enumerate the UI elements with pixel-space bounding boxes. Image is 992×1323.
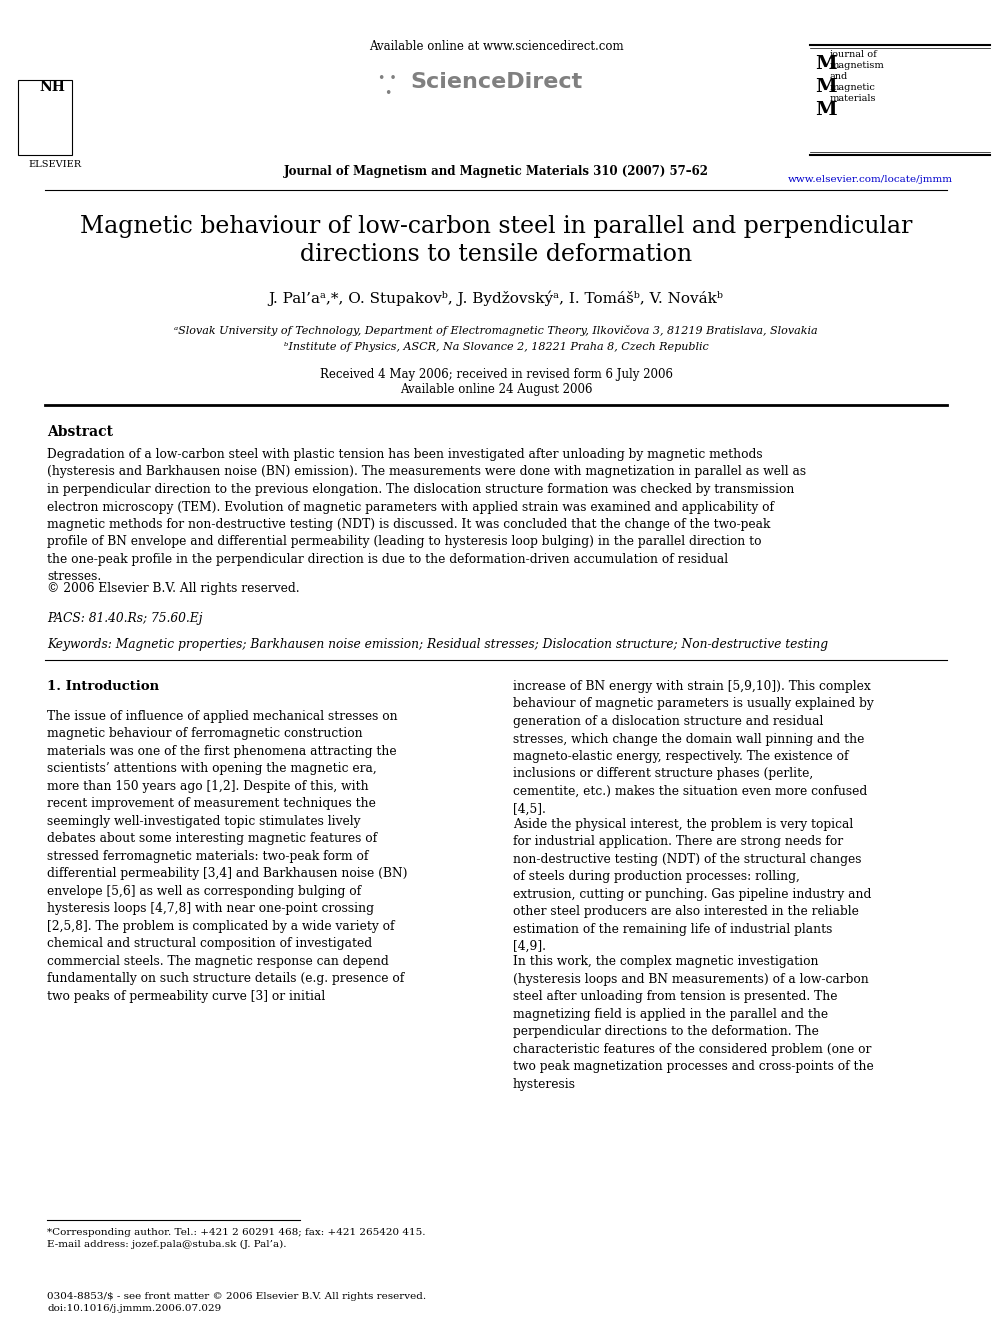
Text: increase of BN energy with strain [5,9,10]). This complex
behaviour of magnetic : increase of BN energy with strain [5,9,1…: [513, 680, 874, 815]
Text: Aside the physical interest, the problem is very topical
for industrial applicat: Aside the physical interest, the problem…: [513, 818, 871, 953]
Text: *Corresponding author. Tel.: +421 2 60291 468; fax: +421 265420 415.
E-mail addr: *Corresponding author. Tel.: +421 2 6029…: [47, 1228, 426, 1249]
Text: • •
 •: • • •: [378, 71, 396, 101]
Text: ELSEVIER: ELSEVIER: [29, 160, 81, 169]
Text: 0304-8853/$ - see front matter © 2006 Elsevier B.V. All rights reserved.
doi:10.: 0304-8853/$ - see front matter © 2006 El…: [47, 1293, 427, 1312]
Text: PACS: 81.40.Rs; 75.60.Ej: PACS: 81.40.Rs; 75.60.Ej: [47, 613, 202, 624]
Text: ᵇInstitute of Physics, ASCR, Na Slovance 2, 18221 Praha 8, Czech Republic: ᵇInstitute of Physics, ASCR, Na Slovance…: [284, 343, 708, 352]
Text: J. Pal’aᵃ,*, O. Stupakovᵇ, J. Bydžovskýᵃ, I. Tomášᵇ, V. Novákᵇ: J. Pal’aᵃ,*, O. Stupakovᵇ, J. Bydžovskýᵃ…: [269, 290, 723, 306]
Text: ScienceDirect: ScienceDirect: [410, 71, 582, 93]
Text: Keywords: Magnetic properties; Barkhausen noise emission; Residual stresses; Dis: Keywords: Magnetic properties; Barkhause…: [47, 638, 828, 651]
Text: © 2006 Elsevier B.V. All rights reserved.: © 2006 Elsevier B.V. All rights reserved…: [47, 582, 300, 595]
Text: Available online 24 August 2006: Available online 24 August 2006: [400, 382, 592, 396]
Text: Degradation of a low-carbon steel with plastic tension has been investigated aft: Degradation of a low-carbon steel with p…: [47, 448, 806, 583]
Text: Journal of Magnetism and Magnetic Materials 310 (2007) 57–62: Journal of Magnetism and Magnetic Materi…: [284, 165, 708, 179]
Text: 1. Introduction: 1. Introduction: [47, 680, 159, 693]
Text: Abstract: Abstract: [47, 425, 113, 439]
Text: Magnetic behaviour of low-carbon steel in parallel and perpendicular
directions : Magnetic behaviour of low-carbon steel i…: [79, 216, 913, 266]
Text: ᵃSlovak University of Technology, Department of Electromagnetic Theory, Ilkovičo: ᵃSlovak University of Technology, Depart…: [175, 325, 817, 336]
Bar: [18, 79, 72, 155]
Text: The issue of influence of applied mechanical stresses on
magnetic behaviour of f: The issue of influence of applied mechan…: [47, 710, 408, 1003]
Text: www.elsevier.com/locate/jmmm: www.elsevier.com/locate/jmmm: [788, 175, 952, 184]
Text: NH: NH: [39, 79, 64, 94]
Text: journal of
magnetism
and
magnetic
materials: journal of magnetism and magnetic materi…: [830, 50, 885, 103]
Text: Received 4 May 2006; received in revised form 6 July 2006: Received 4 May 2006; received in revised…: [319, 368, 673, 381]
Text: Available online at www.sciencedirect.com: Available online at www.sciencedirect.co…: [369, 40, 623, 53]
Text: In this work, the complex magnetic investigation
(hysteresis loops and BN measur: In this work, the complex magnetic inves…: [513, 955, 874, 1090]
Text: M
M
M: M M M: [815, 56, 836, 119]
